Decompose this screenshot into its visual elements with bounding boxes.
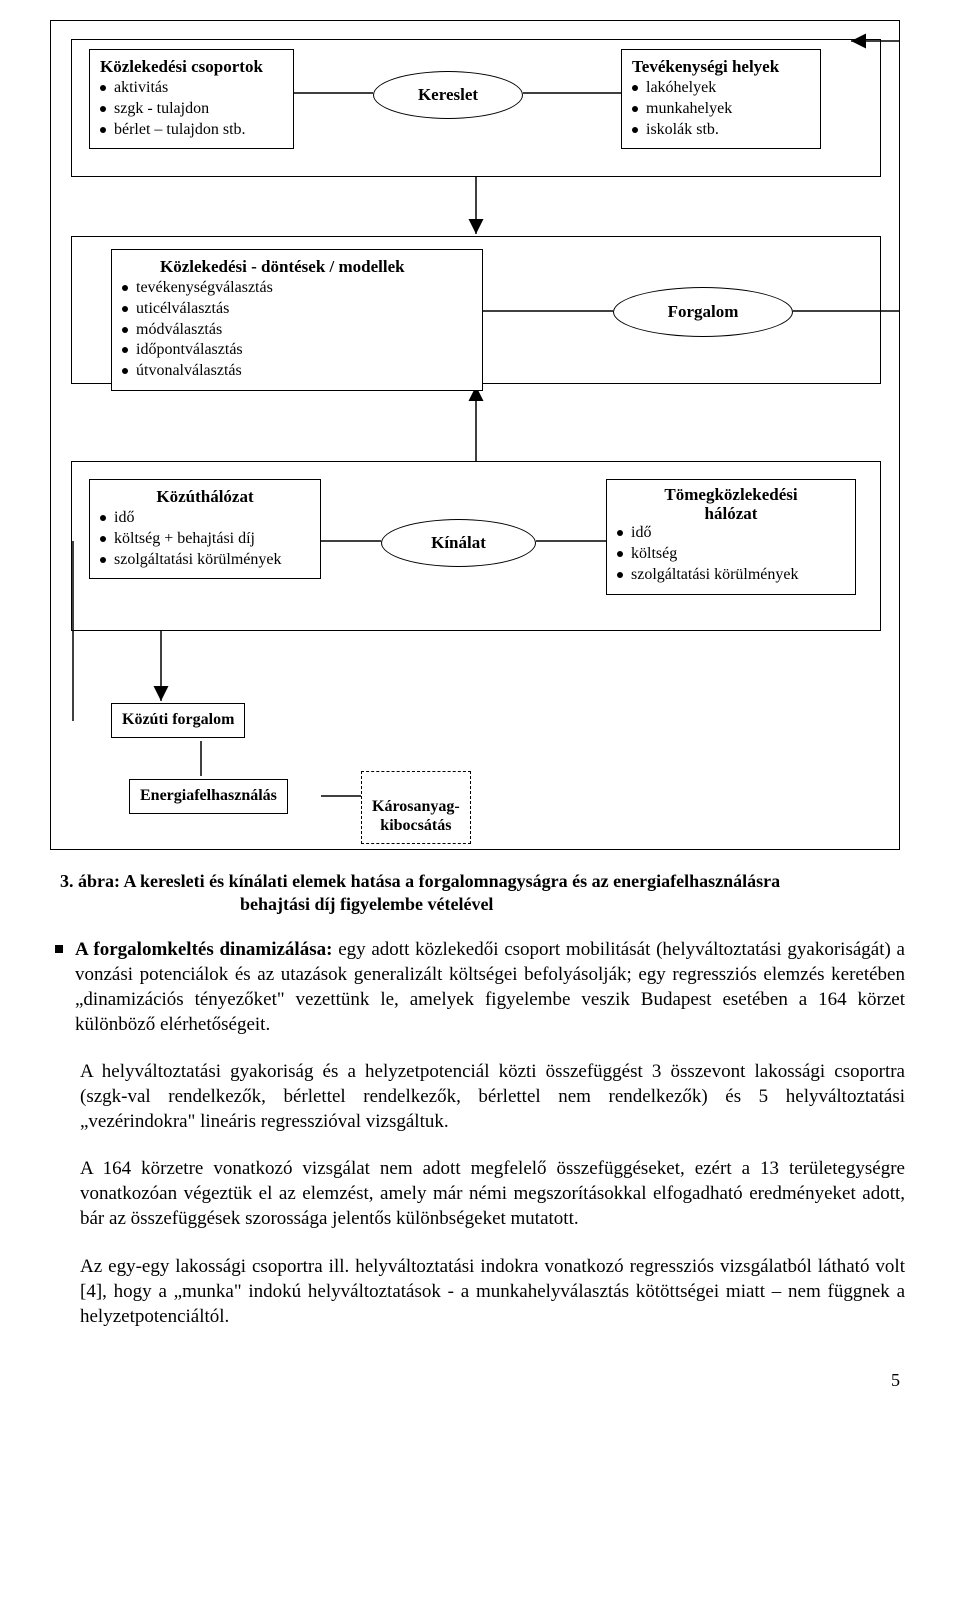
ellipse-kinalat: Kínálat xyxy=(381,519,536,567)
box-kozlekedesi-csoportok: Közlekedési csoportok aktivitás szgk - t… xyxy=(89,49,294,149)
paragraph-2: A helyváltoztatási gyakoriság és a helyz… xyxy=(80,1059,905,1134)
bullet: szolgáltatási körülmények xyxy=(617,565,845,586)
bullet: idő xyxy=(617,523,845,544)
box-title: Közlekedési csoportok xyxy=(100,56,283,78)
ellipse-kereslet: Kereslet xyxy=(373,71,523,119)
box-title: Tevékenységi helyek xyxy=(632,56,810,78)
box-title: Közúthálózat xyxy=(100,486,310,508)
box-title: Közlekedési - döntések / modellek xyxy=(122,256,472,278)
paragraph-3: A 164 körzetre vonatkozó vizsgálat nem a… xyxy=(80,1156,905,1231)
bullet: idő xyxy=(100,508,310,529)
box-kozuthalozat: Közúthálózat idő költség + behajtási díj… xyxy=(89,479,321,579)
bullet: időpontválasztás xyxy=(122,340,472,361)
box-energia: Energiafelhasználás xyxy=(129,779,288,814)
box-tevekenysegi-helyek: Tevékenységi helyek lakóhelyek munkahely… xyxy=(621,49,821,149)
diagram-container: Közlekedési csoportok aktivitás szgk - t… xyxy=(50,20,900,850)
bullet: szolgáltatási körülmények xyxy=(100,550,310,571)
figure-caption: 3. ábra: A keresleti és kínálati elemek … xyxy=(60,870,900,917)
bullet: költség xyxy=(617,544,845,565)
box-karosanyag: Károsanyag- kibocsátás xyxy=(361,771,471,844)
bullet: iskolák stb. xyxy=(632,120,810,141)
paragraph-4: Az egy-egy lakossági csoportra ill. hely… xyxy=(80,1254,905,1329)
box-kozuti-forgalom: Közúti forgalom xyxy=(111,703,245,738)
bullet-square-icon xyxy=(55,945,63,953)
bullet: módválasztás xyxy=(122,320,472,341)
bullet: szgk - tulajdon xyxy=(100,99,283,120)
bullet: útvonalválasztás xyxy=(122,361,472,382)
para1-lead: A forgalomkeltés dinamizálása: xyxy=(75,939,332,960)
bullet: költség + behajtási díj xyxy=(100,529,310,550)
bullet: munkahelyek xyxy=(632,99,810,120)
box-title: Tömegközlekedési hálózat xyxy=(617,486,845,523)
bullet: lakóhelyek xyxy=(632,78,810,99)
bullet: uticélválasztás xyxy=(122,299,472,320)
page-number: 5 xyxy=(0,1369,900,1392)
bullet: tevékenységválasztás xyxy=(122,278,472,299)
box-tomegkozlekedesi: Tömegközlekedési hálózat idő költség szo… xyxy=(606,479,856,595)
bullet: aktivitás xyxy=(100,78,283,99)
box-dontesek: Közlekedési - döntések / modellek tevéke… xyxy=(111,249,483,391)
bullet: bérlet – tulajdon stb. xyxy=(100,120,283,141)
paragraph-1: A forgalomkeltés dinamizálása: egy adott… xyxy=(55,937,905,1037)
ellipse-forgalom: Forgalom xyxy=(613,287,793,337)
